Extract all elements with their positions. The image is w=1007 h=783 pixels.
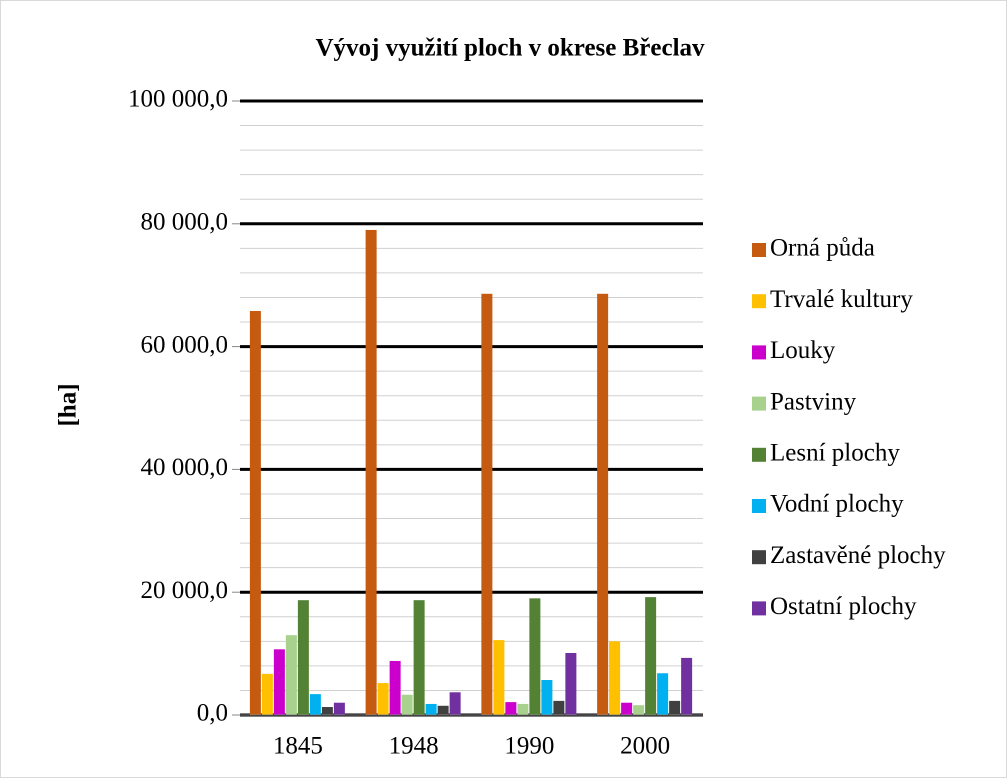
bar <box>365 229 377 715</box>
bar <box>425 703 437 715</box>
bar <box>413 600 425 715</box>
bar <box>609 641 621 715</box>
bar <box>633 705 645 715</box>
legend-label: Zastavěné plochy <box>770 542 946 569</box>
bar <box>681 657 693 715</box>
bar <box>493 640 505 715</box>
bar <box>529 598 541 715</box>
bar <box>285 635 297 715</box>
bar <box>321 707 333 715</box>
bar <box>657 673 669 715</box>
legend-label: Vodní plochy <box>770 491 904 518</box>
bar <box>333 702 345 715</box>
y-tick-label: 80 000,0 <box>141 209 229 236</box>
legend-swatch <box>752 294 766 309</box>
legend-swatch <box>752 345 766 360</box>
bar <box>449 692 461 715</box>
bar <box>273 649 285 715</box>
x-tick-label: 1948 <box>389 733 439 760</box>
bar <box>249 310 261 715</box>
bar <box>481 293 493 715</box>
bar <box>401 694 413 715</box>
legend-swatch <box>752 550 766 565</box>
x-tick-label: 1845 <box>273 733 323 760</box>
bar <box>505 702 517 715</box>
legend-label: Lesní plochy <box>770 440 900 467</box>
legend-label: Ostatní plochy <box>770 593 917 620</box>
bar <box>553 700 565 715</box>
y-tick-label: 100 000,0 <box>128 86 228 113</box>
legend-label: Pastviny <box>770 388 857 415</box>
bar <box>437 705 449 715</box>
bar <box>541 680 553 715</box>
bar <box>621 702 633 715</box>
bar <box>389 660 401 715</box>
y-tick-label: 60 000,0 <box>141 331 229 358</box>
legend-label: Louky <box>770 337 836 364</box>
legend-swatch <box>752 447 766 462</box>
legend-swatch <box>752 243 766 257</box>
legend-label: Orná půda <box>770 235 875 262</box>
legend-swatch <box>752 601 766 616</box>
bar <box>261 673 273 715</box>
legend-label: Trvalé kultury <box>770 286 913 313</box>
y-axis-label: [ha] <box>55 383 82 426</box>
legend-swatch <box>752 499 766 513</box>
bar <box>517 703 529 715</box>
y-tick-label: 0,0 <box>197 700 228 727</box>
bar <box>309 694 321 715</box>
bar <box>597 293 609 715</box>
bar <box>565 652 577 715</box>
legend-swatch <box>752 396 766 411</box>
y-tick-label: 40 000,0 <box>141 454 229 481</box>
bar <box>645 597 657 715</box>
y-tick-label: 20 000,0 <box>141 577 229 604</box>
bar <box>297 600 309 715</box>
x-tick-label: 2000 <box>620 733 670 760</box>
bar <box>669 700 681 715</box>
x-tick-label: 1990 <box>504 733 554 760</box>
chart-title: Vývoj využití ploch v okrese Břeclav <box>315 35 705 62</box>
bar <box>377 683 389 715</box>
